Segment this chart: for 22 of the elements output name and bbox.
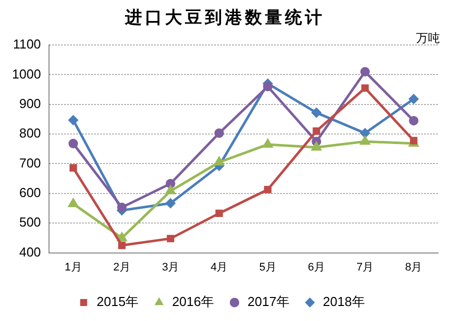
legend-label: 2018年 [322,294,365,310]
x-tick-label: 1月 [64,261,82,274]
legend-label: 2016年 [172,294,214,310]
x-tick-label: 4月 [210,261,228,274]
y-tick-label: 700 [19,155,41,170]
x-tick-label: 8月 [405,261,422,274]
y-tick-label: 1100 [12,36,41,52]
y-tick-label: 500 [19,214,41,230]
x-tick-label: 6月 [308,261,325,274]
x-tick-label: 5月 [259,261,276,274]
legend-label: 2017年 [248,294,290,310]
x-tick-label: 2月 [113,261,130,274]
x-tick-label: 7月 [356,261,374,274]
chart-title: 进口大豆到港数量统计 [124,7,326,29]
legend-label: 2015年 [96,294,139,310]
y-axis-title: 万吨 [416,30,440,47]
y-tick-label: 1000 [12,66,41,82]
x-tick-label: 3月 [162,261,180,274]
y-tick-label: 400 [19,244,41,260]
y-tick-label: 600 [19,185,41,200]
y-tick-label: 900 [19,96,41,111]
y-tick-label: 800 [19,126,41,141]
